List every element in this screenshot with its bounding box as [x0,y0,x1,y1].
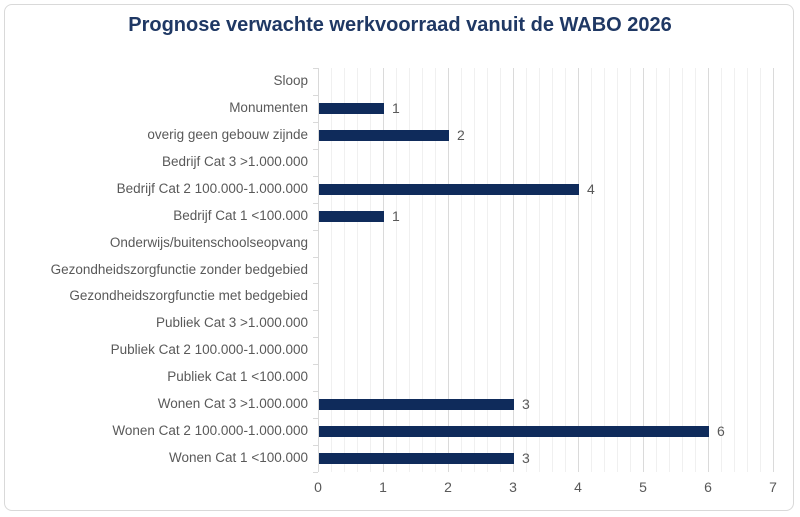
gridline-minor [682,68,683,472]
x-tick-label: 5 [639,479,647,495]
y-axis-tick [313,445,318,447]
category-label: Bedrijf Cat 3 >1.000.000 [162,153,308,169]
chart-title: Prognose verwachte werkvoorraad vanuit d… [128,14,672,36]
category-label: Wonen Cat 3 >1.000.000 [157,396,308,412]
y-axis-tick [313,391,318,393]
bar [319,399,514,411]
gridline-major [773,68,774,472]
y-axis-tick [313,364,318,366]
bar [319,426,709,438]
x-axis-tick-labels: 0 1 2 3 4 5 6 7 [0,479,800,499]
y-axis-tick [313,148,318,150]
x-tick-label: 7 [769,479,777,495]
category-label: Publiek Cat 3 >1.000.000 [156,315,308,331]
category-label: Publiek Cat 1 <100.000 [167,369,308,385]
y-axis-tick [313,418,318,420]
y-axis-tick [313,121,318,123]
x-tick-label: 6 [704,479,712,495]
gridline-minor [617,68,618,472]
bar-value-label: 6 [717,423,725,440]
category-label: Monumenten [229,99,308,115]
category-label: Bedrijf Cat 1 <100.000 [173,207,308,223]
gridline-minor [695,68,696,472]
gridline-minor [565,68,566,472]
y-axis-tick [313,68,318,69]
y-axis-tick [313,229,318,231]
y-axis-tick [313,283,318,285]
gridline-minor [500,68,501,472]
y-axis-line [318,68,319,472]
category-label: Sloop [273,73,308,88]
bar-value-label: 1 [392,99,400,116]
y-axis-tick [313,175,318,177]
gridline-minor [422,68,423,472]
y-axis-tick [313,337,318,339]
category-label: Bedrijf Cat 2 100.000-1.000.000 [116,180,308,196]
gridline-minor [734,68,735,472]
gridline-minor [344,68,345,472]
gridline-minor [357,68,358,472]
gridline-major [383,68,384,472]
bar [319,453,514,465]
category-label: Publiek Cat 2 100.000-1.000.000 [110,342,308,358]
bar-value-label: 4 [587,180,595,197]
x-tick-label: 1 [379,479,387,495]
category-label: Onderwijs/buitenschoolseopvang [109,234,308,250]
y-axis-tick [313,310,318,312]
gridline-minor [409,68,410,472]
bar [319,183,579,195]
gridline-minor [721,68,722,472]
gridline-minor [552,68,553,472]
y-axis-tick [313,256,318,258]
gridline-minor [370,68,371,472]
category-label: Gezondheidszorgfunctie met bedgebied [69,288,308,304]
gridline-minor [474,68,475,472]
category-label: Wonen Cat 2 100.000-1.000.000 [112,423,308,439]
gridline-minor [760,68,761,472]
gridline-major [578,68,579,472]
bar-value-label: 3 [522,396,530,413]
gridline-minor [526,68,527,472]
y-axis-tick [313,94,318,96]
bar [319,210,384,222]
gridline-minor [656,68,657,472]
gridline-minor [487,68,488,472]
category-label: Gezondheidszorgfunctie zonder bedgebied [50,261,308,277]
gridline-minor [591,68,592,472]
category-label: Wonen Cat 1 <100.000 [169,450,308,466]
gridline-major [643,68,644,472]
y-axis-tick [313,202,318,204]
gridline-minor [604,68,605,472]
plot-area: 1 2 4 1 3 6 3 [318,68,774,472]
x-tick-label: 0 [314,479,322,495]
y-axis-tick [313,472,318,473]
gridline-minor [331,68,332,472]
gridline-minor [435,68,436,472]
x-tick-label: 3 [509,479,517,495]
x-tick-label: 2 [444,479,452,495]
bar [319,102,384,114]
bar [319,129,449,141]
gridline-major [513,68,514,472]
x-tick-label: 4 [574,479,582,495]
gridline-minor [630,68,631,472]
bar-value-label: 3 [522,450,530,467]
y-axis-category-labels: Sloop Monumenten overig geen gebouw zijnde… [0,68,308,472]
gridline-major [448,68,449,472]
gridline-minor [539,68,540,472]
gridline-minor [461,68,462,472]
gridline-minor [396,68,397,472]
gridline-minor [747,68,748,472]
gridline-major [708,68,709,472]
bar-value-label: 1 [392,207,400,224]
bar-value-label: 2 [457,126,465,143]
gridline-minor [669,68,670,472]
category-label: overig geen gebouw zijnde [147,126,308,142]
